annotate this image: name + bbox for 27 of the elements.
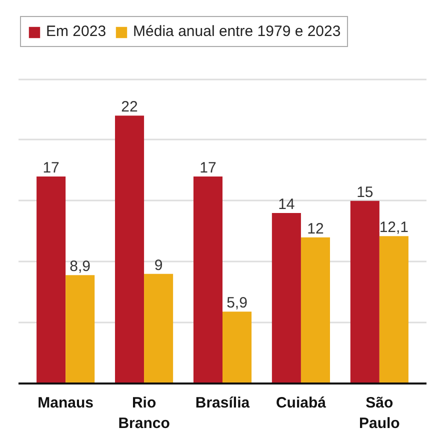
legend-label: Em 2023 <box>46 23 106 40</box>
bar <box>350 200 380 384</box>
bar <box>272 213 301 384</box>
data-label: 12 <box>307 220 324 238</box>
bar <box>115 116 144 384</box>
x-tick-label: Rio Branco <box>118 394 170 432</box>
bar <box>36 176 66 384</box>
bar <box>222 312 252 384</box>
data-label: 14 <box>278 196 295 214</box>
data-label: 17 <box>200 159 216 176</box>
data-label: 9 <box>154 256 163 274</box>
data-label: 12,1 <box>379 219 409 236</box>
legend-label: Média anual entre 1979 e 2023 <box>133 23 341 40</box>
bar <box>66 275 95 384</box>
bar <box>193 176 222 384</box>
data-label: 15 <box>356 184 374 201</box>
bar <box>300 237 330 384</box>
bar <box>379 236 408 384</box>
data-label: 17 <box>42 159 60 176</box>
data-label: 22 <box>121 98 138 116</box>
bar <box>144 274 174 384</box>
data-label: 5,9 <box>226 294 248 312</box>
data-label: 8,9 <box>70 258 91 276</box>
x-tick-label: Brasília <box>195 394 250 412</box>
x-tick-label: São Paulo <box>359 394 400 432</box>
x-tick-label: Manaus <box>38 394 94 412</box>
x-tick-label: Cuiabá <box>276 394 327 412</box>
